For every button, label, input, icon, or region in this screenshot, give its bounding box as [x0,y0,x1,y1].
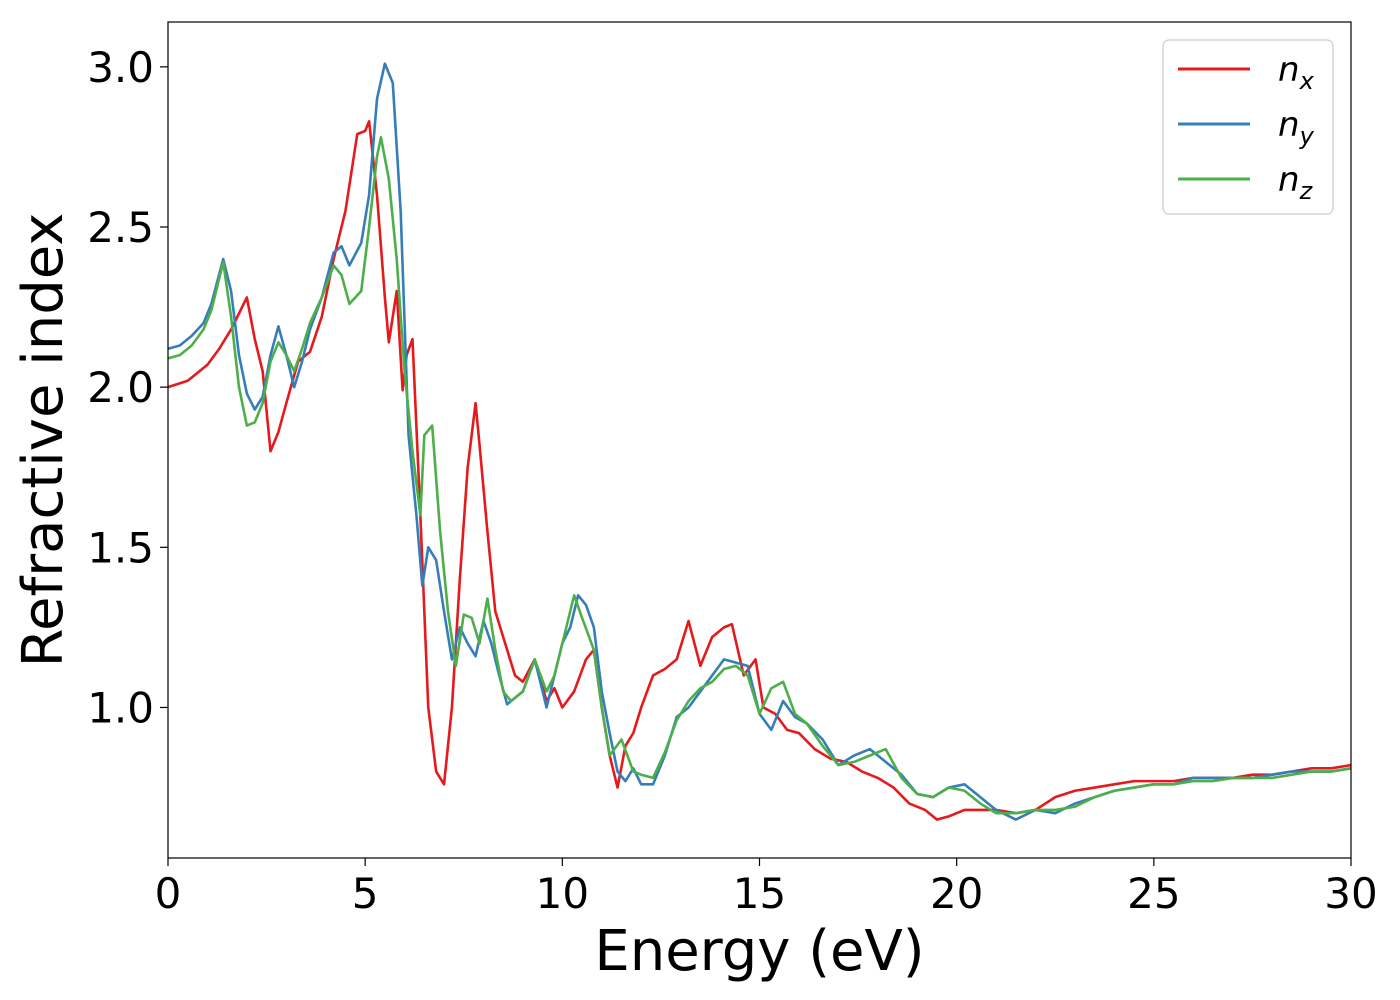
y-tick-label: 2.0 [87,363,154,412]
y-axis-title: Refractive index [11,213,76,668]
x-tick-label: 15 [733,869,786,918]
x-axis-title: Energy (eV) [594,919,924,984]
series-line-nz [167,136,1352,815]
x-tick-label: 25 [1127,869,1180,918]
y-tick-label: 3.0 [87,43,154,92]
x-tick-label: 5 [352,869,379,918]
y-tick-label: 1.5 [87,523,154,572]
y-tick-label: 2.5 [87,203,154,252]
x-tick-label: 10 [536,869,589,918]
y-tick-label: 1.0 [87,683,154,732]
x-tick-label: 0 [155,869,182,918]
legend-label-x: nx [1278,50,1315,95]
x-tick-label: 30 [1324,869,1377,918]
axes-layer: 0 5 10 15 20 25 30 1.0 1.5 2.0 2.5 3.0 [87,21,1378,918]
legend-box [1162,39,1334,215]
series-layer [167,62,1352,821]
x-tick-label: 20 [930,869,983,918]
